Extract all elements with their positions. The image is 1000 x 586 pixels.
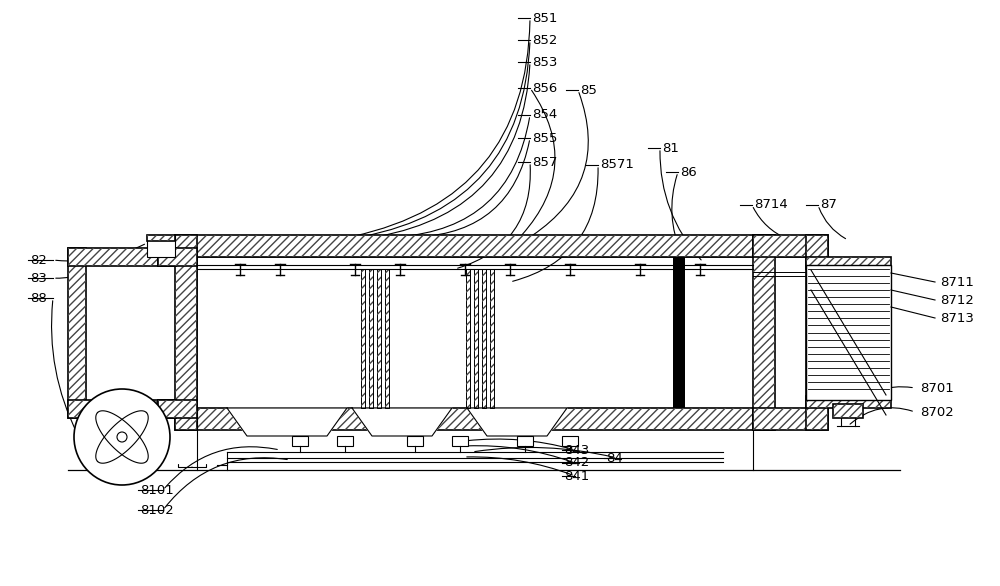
Bar xyxy=(806,235,828,430)
Text: 84: 84 xyxy=(606,451,623,465)
Text: 841: 841 xyxy=(564,469,589,482)
Bar xyxy=(147,235,175,241)
Bar xyxy=(407,436,423,446)
Bar xyxy=(158,400,197,418)
Bar xyxy=(452,436,468,446)
Text: 853: 853 xyxy=(532,56,557,69)
Text: 8714: 8714 xyxy=(754,199,788,212)
Bar xyxy=(68,400,176,418)
Bar xyxy=(385,269,389,408)
Text: 85: 85 xyxy=(580,83,597,97)
Bar xyxy=(806,265,891,400)
Text: 8702: 8702 xyxy=(920,406,954,418)
Bar xyxy=(490,269,494,408)
Text: 851: 851 xyxy=(532,12,557,25)
Bar xyxy=(806,396,891,408)
Bar xyxy=(466,269,470,408)
Bar xyxy=(292,436,308,446)
Text: 82: 82 xyxy=(30,254,47,267)
Bar xyxy=(369,269,373,408)
Bar xyxy=(158,248,176,266)
Polygon shape xyxy=(227,408,347,436)
Bar xyxy=(806,257,891,269)
Bar xyxy=(806,396,891,408)
Bar xyxy=(68,248,176,266)
Bar xyxy=(833,404,863,418)
Bar xyxy=(806,257,891,269)
Bar xyxy=(158,400,176,418)
Bar xyxy=(158,400,176,418)
Bar xyxy=(158,400,197,418)
Bar xyxy=(337,436,353,446)
Circle shape xyxy=(117,432,127,442)
Bar xyxy=(158,248,197,266)
Text: 854: 854 xyxy=(532,108,557,121)
Text: 855: 855 xyxy=(532,131,557,145)
Bar xyxy=(385,269,389,408)
Bar xyxy=(753,257,806,408)
Bar xyxy=(68,248,176,266)
Bar xyxy=(147,235,175,241)
Text: 8101: 8101 xyxy=(140,483,174,496)
Bar xyxy=(474,269,478,408)
Bar xyxy=(377,269,381,408)
Bar xyxy=(482,269,486,408)
Text: 8711: 8711 xyxy=(940,275,974,288)
Text: 86: 86 xyxy=(680,165,697,179)
Bar xyxy=(490,269,494,408)
Text: 852: 852 xyxy=(532,33,557,46)
Text: 8102: 8102 xyxy=(140,503,174,516)
Bar xyxy=(147,235,175,257)
Bar xyxy=(466,269,470,408)
Bar xyxy=(753,235,775,430)
Bar xyxy=(361,269,365,408)
Text: 856: 856 xyxy=(532,81,557,94)
Circle shape xyxy=(74,389,170,485)
Polygon shape xyxy=(352,408,452,436)
Bar xyxy=(806,235,828,430)
Bar xyxy=(68,248,86,418)
Bar xyxy=(517,436,533,446)
Bar xyxy=(562,436,578,446)
Bar xyxy=(361,269,365,408)
Bar xyxy=(474,269,478,408)
Bar xyxy=(753,408,828,430)
Bar xyxy=(833,404,863,418)
Bar xyxy=(68,400,176,418)
Text: 8571: 8571 xyxy=(600,158,634,172)
Bar xyxy=(482,269,486,408)
Bar xyxy=(175,235,197,430)
Bar xyxy=(175,235,197,430)
Bar xyxy=(753,235,775,430)
Bar xyxy=(175,235,775,257)
Text: 843: 843 xyxy=(564,444,589,456)
Bar xyxy=(158,248,176,266)
Polygon shape xyxy=(467,408,567,436)
Bar xyxy=(158,248,197,266)
Text: 8712: 8712 xyxy=(940,294,974,306)
Text: 8713: 8713 xyxy=(940,312,974,325)
Bar xyxy=(175,408,775,430)
Bar xyxy=(753,235,828,257)
Text: 87: 87 xyxy=(820,199,837,212)
Bar xyxy=(753,235,828,257)
Bar xyxy=(377,269,381,408)
Bar xyxy=(175,408,775,430)
Bar xyxy=(68,248,86,418)
Bar xyxy=(197,257,753,408)
Bar xyxy=(369,269,373,408)
Text: 857: 857 xyxy=(532,155,557,169)
Text: 88: 88 xyxy=(30,291,47,305)
Text: 842: 842 xyxy=(564,456,589,469)
Bar xyxy=(753,408,828,430)
Text: 8701: 8701 xyxy=(920,381,954,394)
Text: 81: 81 xyxy=(662,141,679,155)
Bar xyxy=(175,235,775,257)
Bar xyxy=(673,257,685,408)
Text: 83: 83 xyxy=(30,271,47,284)
